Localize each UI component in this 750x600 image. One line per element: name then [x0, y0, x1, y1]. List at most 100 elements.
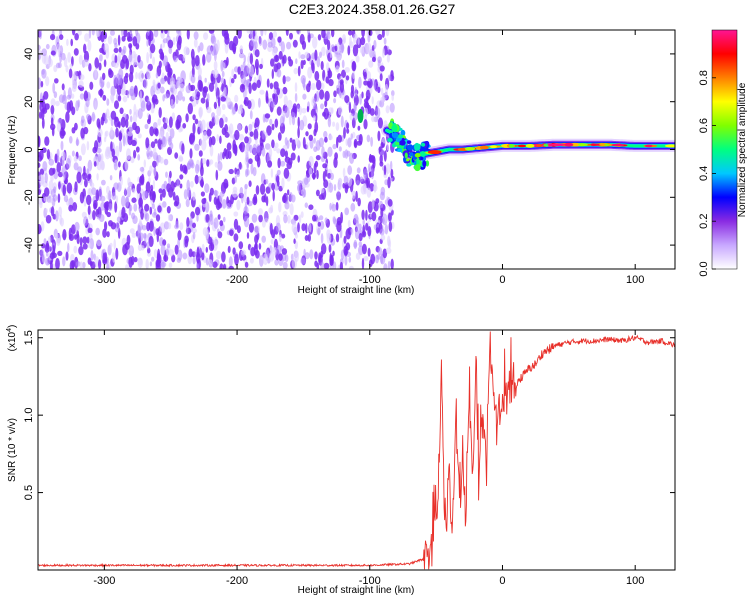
noise-speck	[165, 171, 168, 178]
noise-speck	[186, 30, 190, 40]
noise-speck	[205, 257, 209, 266]
noise-speck	[129, 30, 133, 35]
noise-speck	[110, 126, 114, 136]
noise-speck	[387, 260, 391, 269]
noise-speck	[320, 188, 325, 194]
noise-speck	[333, 98, 337, 104]
noise-speck	[344, 183, 349, 194]
noise-speck	[100, 30, 105, 43]
noise-speck	[321, 46, 326, 57]
noise-speck	[244, 125, 249, 134]
noise-speck	[147, 97, 150, 106]
noise-speck	[97, 153, 102, 163]
noise-speck	[107, 203, 113, 212]
noise-speck	[204, 77, 207, 83]
noise-speck	[47, 198, 54, 204]
track-blob	[422, 160, 427, 168]
noise-speck	[80, 143, 86, 156]
noise-speck	[276, 68, 282, 78]
noise-speck	[130, 92, 136, 101]
noise-speck	[266, 78, 270, 88]
noise-speck	[363, 255, 369, 262]
noise-speck	[352, 111, 358, 121]
noise-speck	[219, 117, 224, 129]
noise-speck	[318, 215, 324, 221]
noise-speck	[361, 91, 364, 99]
noise-speck	[369, 153, 372, 163]
noise-speck	[346, 128, 350, 134]
noise-speck	[122, 95, 128, 103]
noise-speck	[45, 76, 50, 87]
noise-speck	[364, 107, 369, 117]
noise-speck	[40, 108, 45, 120]
noise-speck	[293, 238, 296, 244]
noise-speck	[98, 62, 102, 71]
noise-speck	[335, 65, 340, 73]
noise-speck	[192, 232, 196, 240]
noise-speck	[377, 33, 383, 41]
x-tick-label: -300	[93, 575, 115, 587]
noise-speck	[128, 206, 132, 216]
noise-speck	[137, 108, 143, 120]
noise-speck	[366, 71, 372, 82]
noise-speck	[110, 118, 114, 127]
noise-speck	[76, 171, 82, 184]
noise-speck	[67, 242, 70, 253]
noise-speck	[282, 261, 288, 269]
noise-speck	[210, 213, 214, 226]
noise-speck	[221, 199, 227, 209]
noise-speck	[328, 182, 334, 193]
noise-speck	[95, 30, 101, 37]
noise-speck	[238, 52, 245, 59]
noise-speck	[54, 153, 58, 164]
noise-speck	[323, 130, 328, 139]
noise-speck	[199, 138, 203, 147]
noise-speck	[131, 212, 136, 220]
noise-speck	[120, 49, 126, 56]
noise-speck	[287, 189, 290, 196]
noise-speck	[192, 114, 196, 121]
noise-speck	[50, 105, 55, 115]
noise-speck	[72, 202, 78, 212]
noise-speck	[315, 189, 320, 197]
noise-speck	[282, 75, 286, 85]
noise-speck	[150, 184, 154, 192]
noise-speck	[352, 44, 359, 57]
noise-speck	[262, 253, 269, 266]
noise-speck	[140, 100, 146, 112]
noise-speck	[88, 63, 92, 72]
noise-speck	[249, 257, 254, 264]
noise-speck	[230, 78, 235, 84]
noise-speck	[383, 164, 387, 176]
snr-x-ticks: -300 -200 -100 0 100	[93, 330, 644, 587]
track-blob	[406, 140, 412, 145]
noise-speck	[290, 152, 296, 161]
noise-speck	[296, 104, 301, 113]
noise-speck	[228, 168, 234, 175]
noise-speck	[350, 228, 354, 236]
noise-speck	[107, 35, 113, 45]
noise-speck	[69, 136, 73, 144]
noise-speck	[239, 83, 245, 93]
noise-speck	[213, 60, 218, 71]
noise-speck	[106, 263, 110, 269]
noise-speck	[377, 86, 381, 94]
noise-speck	[193, 31, 199, 40]
noise-speck	[128, 256, 133, 268]
noise-speck	[272, 189, 275, 202]
noise-speck	[200, 191, 205, 197]
noise-speck	[46, 259, 51, 265]
noise-speck	[249, 110, 253, 120]
noise-speck	[362, 182, 367, 193]
noise-speck	[345, 75, 350, 81]
noise-speck	[191, 227, 197, 234]
noise-speck	[70, 38, 73, 47]
noise-speck	[232, 106, 237, 115]
noise-speck	[355, 252, 361, 260]
noise-speck	[208, 136, 213, 148]
noise-speck	[359, 176, 364, 182]
noise-speck	[302, 187, 306, 198]
noise-speck	[297, 126, 300, 139]
noise-speck	[129, 228, 135, 234]
noise-speck	[324, 90, 330, 102]
